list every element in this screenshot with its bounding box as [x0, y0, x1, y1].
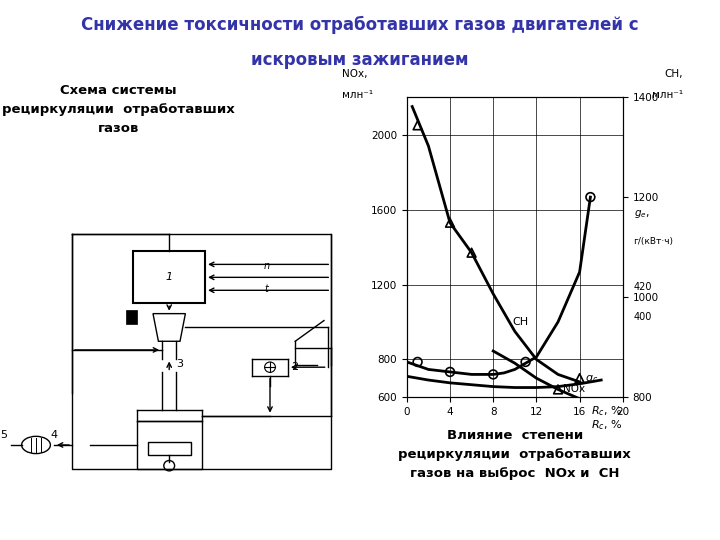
Text: 3: 3: [176, 359, 184, 369]
Text: 4: 4: [50, 430, 58, 440]
Point: [531, 383, 542, 391]
Point: [585, 399, 596, 408]
Point: [520, 357, 531, 366]
Text: $g_e,$: $g_e,$: [634, 208, 649, 220]
Point: [585, 193, 596, 201]
Text: n: n: [264, 261, 269, 271]
Text: 1: 1: [166, 272, 173, 282]
Point: [466, 248, 477, 257]
Text: 2: 2: [292, 362, 299, 372]
Point: [574, 379, 585, 388]
Text: рециркуляции  отработавших: рециркуляции отработавших: [2, 103, 235, 116]
Point: [412, 121, 423, 130]
Polygon shape: [153, 314, 186, 341]
Bar: [133, 252, 205, 303]
Text: t: t: [264, 284, 269, 294]
Text: NOx: NOx: [563, 384, 585, 394]
Text: СН,: СН,: [665, 69, 683, 79]
Point: [455, 379, 467, 387]
Point: [574, 374, 585, 382]
Text: млн⁻¹: млн⁻¹: [342, 90, 373, 100]
Text: 5: 5: [0, 430, 7, 440]
Text: Снижение токсичности отработавших газов двигателей с: Снижение токсичности отработавших газов …: [81, 16, 639, 35]
Text: рециркуляции  отработавших: рециркуляции отработавших: [398, 448, 631, 461]
Bar: [148, 442, 191, 455]
Point: [412, 357, 423, 366]
Text: искровым зажиганием: искровым зажиганием: [251, 51, 469, 69]
Point: [444, 218, 456, 227]
Text: газов на выброс  NOx и  СН: газов на выброс NOx и СН: [410, 467, 619, 480]
Text: СН: СН: [512, 317, 528, 327]
Point: [444, 368, 456, 376]
Text: $g_c$: $g_c$: [585, 373, 598, 385]
Text: газов: газов: [98, 122, 140, 134]
Point: [423, 376, 434, 384]
Point: [487, 370, 499, 379]
Point: [552, 385, 564, 394]
Text: Влияние  степени: Влияние степени: [446, 429, 583, 442]
Text: млн⁻¹: млн⁻¹: [652, 90, 683, 100]
Text: NOx,: NOx,: [342, 69, 367, 79]
Text: 400: 400: [634, 312, 652, 322]
Text: $R_c$, %: $R_c$, %: [591, 418, 623, 431]
Bar: [137, 421, 202, 469]
Text: Схема системы: Схема системы: [60, 84, 177, 97]
Point: [487, 382, 499, 391]
Text: г/(кВт·ч): г/(кВт·ч): [634, 237, 674, 246]
Text: $R_c$, %: $R_c$, %: [591, 404, 623, 418]
Bar: [126, 310, 137, 324]
Text: 420: 420: [634, 282, 652, 292]
